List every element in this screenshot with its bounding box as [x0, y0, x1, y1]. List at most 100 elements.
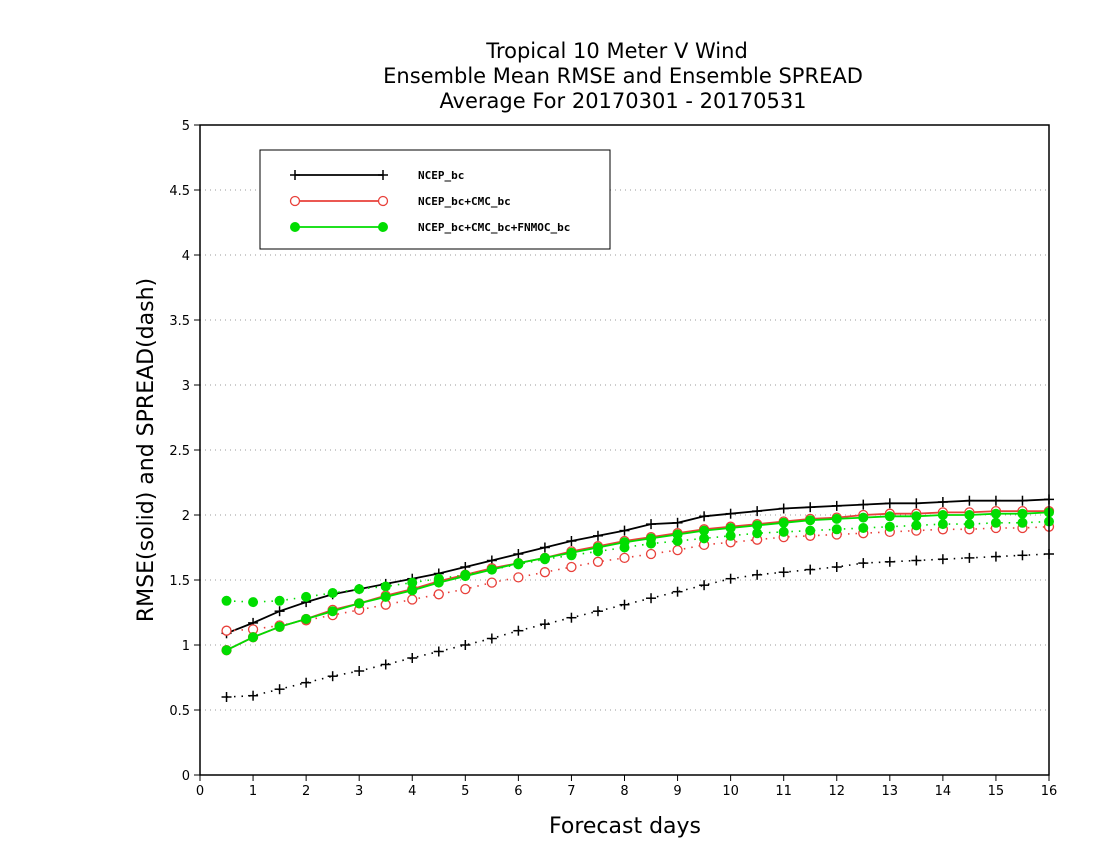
x-tick-label: 1: [249, 784, 257, 799]
spread-line: [226, 520, 1050, 603]
rmse-point: [937, 497, 948, 507]
rmse-point: [699, 525, 710, 536]
rmse-point: [566, 536, 577, 546]
rmse-point: [619, 537, 630, 548]
rmse-point: [778, 517, 789, 528]
legend-item: NCEP_bc+CMC_bc: [289, 195, 511, 208]
spread-point: [407, 594, 418, 605]
spread-point: [990, 517, 1001, 528]
spread-point: [566, 612, 577, 623]
rmse-point: [858, 512, 869, 523]
spread-point: [248, 690, 259, 701]
spread-point: [274, 595, 285, 606]
spread-point: [1017, 517, 1028, 528]
rmse-point: [831, 513, 842, 524]
x-tick-label: 2: [302, 784, 310, 799]
rmse-point: [937, 510, 948, 520]
rmse-point: [858, 499, 869, 510]
spread-point: [990, 551, 1001, 562]
rmse-point: [646, 519, 657, 530]
legend-item: NCEP_bc+CMC_bc+FNMOC_bc: [290, 221, 570, 234]
legend-label: NCEP_bc+CMC_bc+FNMOC_bc: [418, 221, 570, 234]
rmse-point: [725, 523, 736, 533]
rmse-point: [1017, 508, 1028, 519]
rmse-point: [354, 598, 365, 609]
rmse-point: [566, 547, 577, 558]
legend-marker: [289, 195, 301, 207]
spread-point: [327, 588, 338, 598]
rmse-point: [513, 558, 524, 569]
rmse-point: [752, 520, 763, 531]
rmse-point: [884, 511, 895, 522]
spread-point: [619, 599, 630, 610]
series-2: [221, 507, 1054, 656]
rmse-point: [274, 606, 285, 617]
y-tick-label: 2.5: [169, 444, 190, 459]
title-line-3: Average For 20170301 - 20170531: [439, 89, 806, 113]
spread-point: [858, 523, 869, 533]
spread-point: [858, 558, 869, 569]
y-tick-label: 1.5: [169, 574, 190, 589]
spread-point: [1017, 550, 1028, 561]
x-tick-label: 10: [722, 784, 739, 799]
spread-point: [964, 519, 975, 530]
x-tick-label: 9: [673, 784, 681, 799]
spread-point: [672, 544, 683, 556]
rmse-point: [327, 606, 338, 617]
y-tick-label: 3.5: [169, 314, 190, 329]
rmse-point: [1017, 495, 1028, 506]
spread-point: [539, 619, 550, 630]
legend-marker: [290, 222, 300, 232]
spread-point: [884, 521, 895, 532]
spread-point: [831, 524, 842, 535]
spread-point: [407, 653, 418, 663]
x-tick-label: 16: [1041, 784, 1058, 799]
rmse-point: [752, 506, 763, 517]
y-tick-label: 4: [182, 249, 190, 264]
spread-line: [226, 553, 1050, 698]
spread-point: [460, 640, 471, 650]
series-0: [221, 494, 1054, 702]
spread-point: [354, 584, 365, 595]
rmse-point: [805, 502, 816, 513]
y-tick-label: 0: [182, 769, 190, 784]
spread-point: [672, 586, 683, 597]
spread-point: [592, 606, 603, 617]
spread-point: [380, 659, 391, 670]
rmse-point: [646, 533, 657, 544]
spread-point: [592, 556, 604, 567]
rmse-point: [221, 645, 232, 656]
x-tick-label: 15: [988, 784, 1005, 799]
rmse-point: [380, 591, 391, 602]
spread-point: [699, 580, 710, 591]
legend-box: [259, 149, 611, 250]
rmse-point: [274, 621, 285, 632]
y-tick-label: 0.5: [169, 704, 190, 719]
spread-point: [778, 567, 789, 578]
spread-point: [911, 520, 922, 531]
spread-point: [566, 561, 577, 573]
rmse-point: [513, 549, 524, 559]
spread-point: [248, 597, 259, 608]
rmse-point: [248, 632, 259, 643]
legend-marker: [378, 222, 388, 232]
rmse-point: [990, 508, 1001, 519]
rmse-point: [672, 517, 683, 528]
spread-point: [778, 526, 789, 537]
rmse-point: [990, 495, 1001, 506]
legend: NCEP_bc NCEP_bc+CMC_bc NCEP_bc+CMC_bc+FNMO…: [259, 149, 611, 250]
spread-point: [301, 677, 312, 688]
rmse-point: [460, 571, 471, 582]
y-tick-label: 2: [182, 509, 190, 524]
spread-point: [964, 552, 975, 563]
legend-label: NCEP_bc: [418, 169, 464, 182]
legend-marker: [377, 195, 389, 207]
rmse-point: [699, 511, 710, 522]
x-tick-label: 3: [355, 784, 363, 799]
rmse-point: [619, 525, 630, 536]
axis-ticks: 00.511.522.533.544.550 1 2 3 4 5 6 7 8 9 10 11 12 13 1…: [169, 119, 1057, 799]
spread-point: [911, 555, 922, 566]
rmse-point: [433, 577, 444, 588]
x-tick-label: 14: [935, 784, 952, 799]
x-tick-label: 6: [514, 784, 522, 799]
